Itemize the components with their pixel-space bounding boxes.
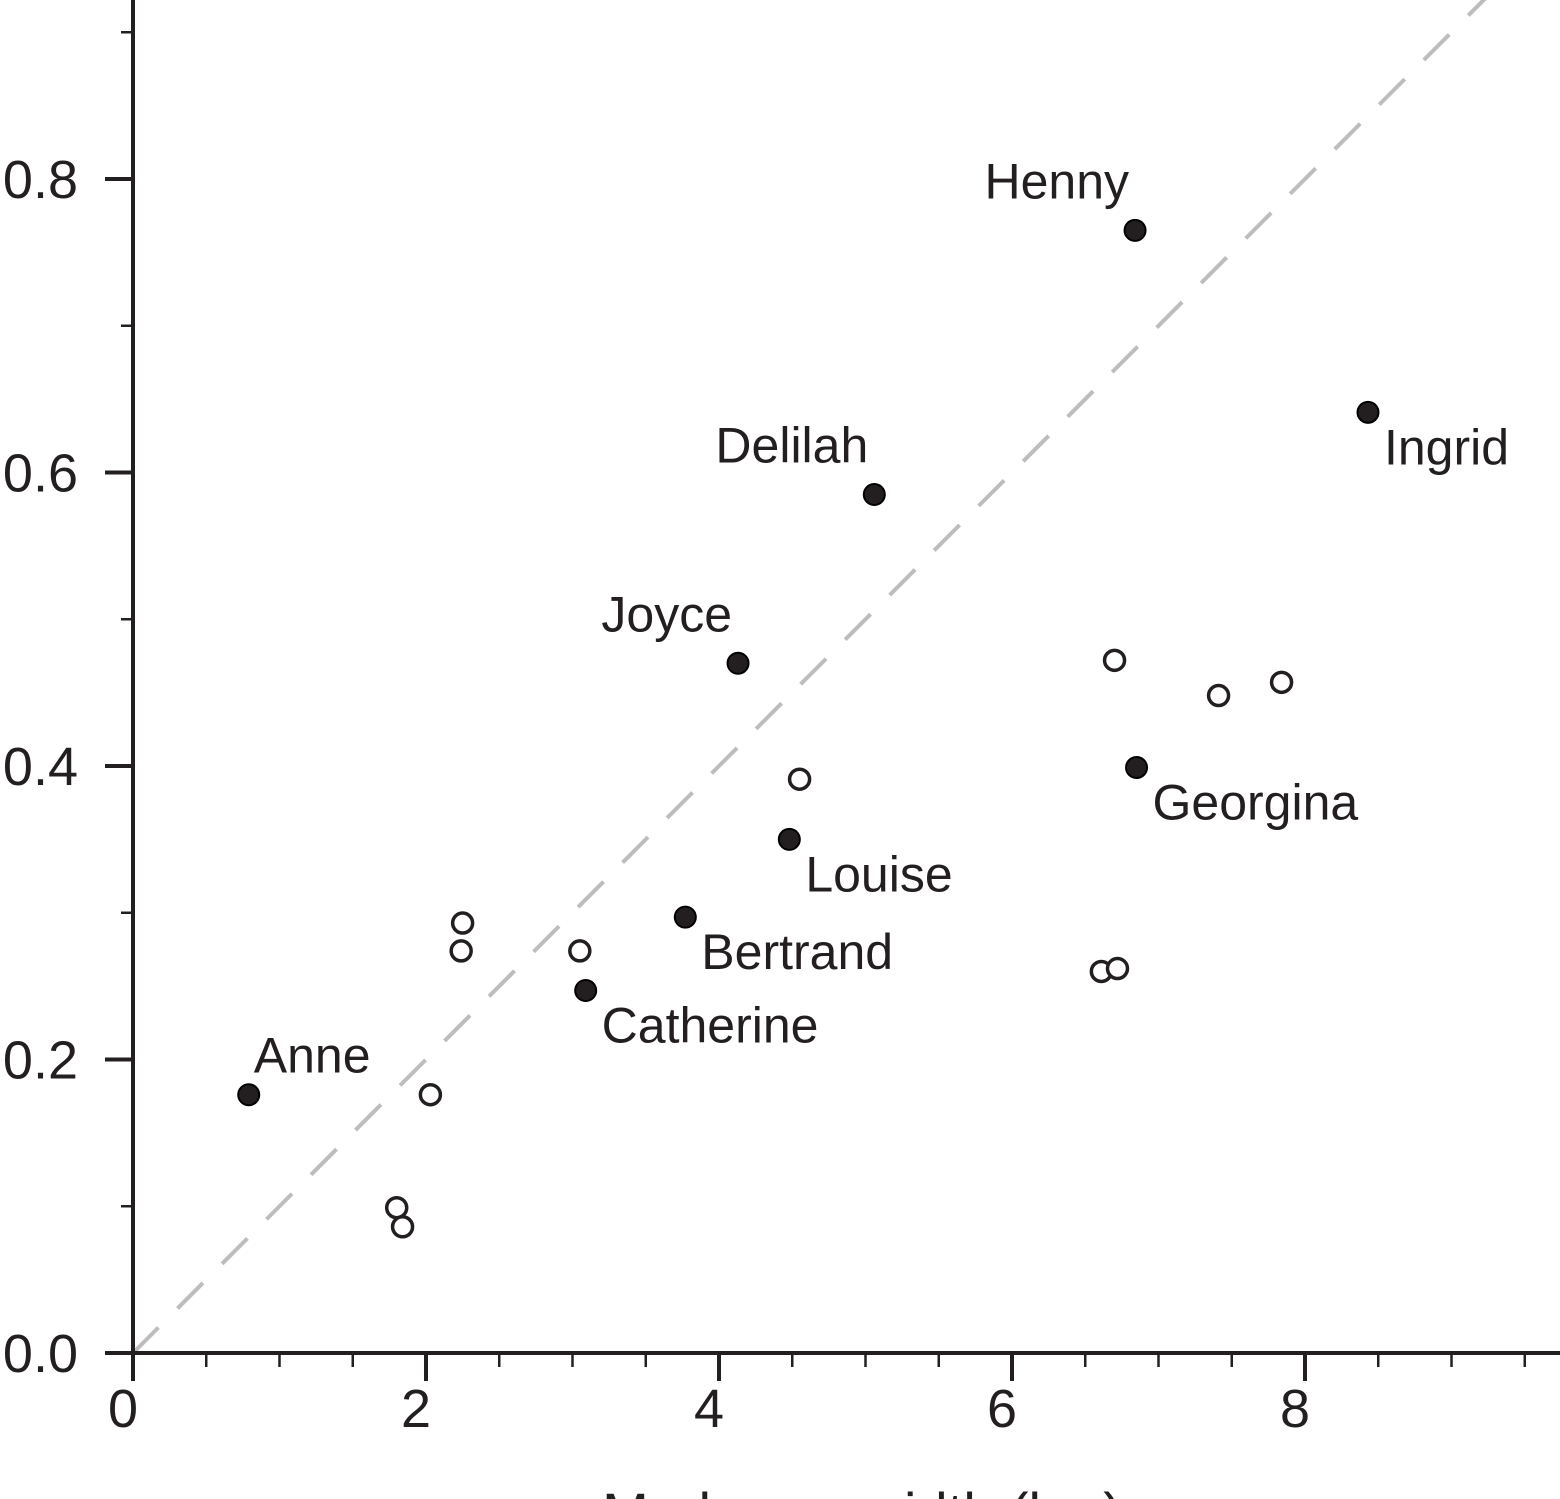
reference-line [131,0,1487,1355]
open-point [450,911,475,935]
filled-point [574,979,598,1003]
open-point [449,939,473,963]
open-point [787,767,812,791]
filled-point [1123,218,1147,242]
open-point [1105,956,1130,981]
point-label: Bertrand [701,924,893,980]
x-tick-label: 8 [1280,1379,1310,1439]
open-point [384,1195,409,1220]
filled-point [777,827,801,851]
open-point [568,939,592,963]
reference-line-layer [131,0,1487,1355]
filled-point [237,1083,261,1107]
filled-point [1356,400,1380,424]
x-axis-label: Mud cone width (km) [602,1481,1122,1499]
filled-point [673,905,697,929]
x-tick-label: 4 [694,1379,724,1439]
x-tick-label: 0 [108,1379,138,1439]
point-label: Joyce [601,586,732,642]
y-tick-label: 0.6 [3,444,78,504]
point-label: Catherine [602,998,819,1054]
point-label: Anne [254,1028,371,1084]
y-tick-label: 0.8 [3,150,78,210]
x-tick-label: 2 [401,1379,431,1439]
open-point [418,1082,443,1107]
point-label: Henny [985,153,1130,209]
point-label: Georgina [1153,774,1359,830]
y-tick-label: 0.2 [3,1031,78,1091]
open-point [1206,683,1231,708]
point-label: Delilah [715,418,868,474]
y-tick-label: 0.4 [3,737,78,797]
point-label: Louise [805,846,952,902]
point-label: Ingrid [1384,419,1509,475]
data-points: Anne Catherine Bertrand Louise Joyce Delilah H… [237,153,1509,1239]
axes: 0 2 4 6 8 0.0 0.2 0.4 0.6 0.8 [3,0,1560,1439]
filled-point [726,651,750,675]
filled-point [1125,755,1149,779]
y-tick-label: 0.0 [3,1324,78,1384]
x-tick-label: 6 [987,1379,1017,1439]
open-point [390,1215,415,1239]
filled-point [862,483,886,507]
open-point [1269,670,1294,695]
open-point [1102,648,1127,673]
